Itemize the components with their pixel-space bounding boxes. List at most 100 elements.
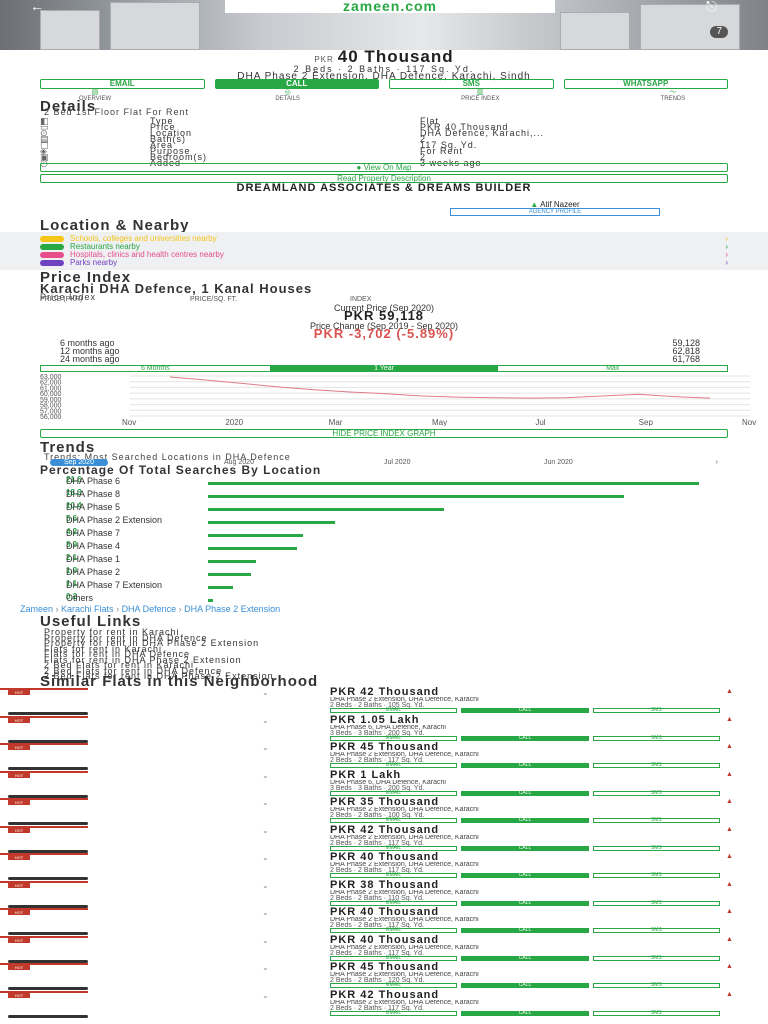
listing-thumbnail[interactable] [8,1014,88,1018]
card-call-button[interactable]: CALL [461,845,589,851]
favorite-icon[interactable]: ▲ [726,880,733,888]
listing-thumbnail[interactable] [8,822,88,825]
breadcrumb-link[interactable]: Karachi Flats [61,604,114,614]
card-call-button[interactable]: CALL [461,790,589,796]
similar-card[interactable]: HOT ⌄ PKR 40 Thousand DHA Phase 2 Extension… [0,934,768,963]
listing-thumbnail[interactable] [8,877,88,880]
card-email-button[interactable]: EMAIL [330,735,458,741]
card-call-button[interactable]: CALL [461,818,589,823]
listing-thumbnail[interactable] [8,794,88,798]
card-sms-button[interactable]: SMS [592,955,720,961]
card-email-button[interactable]: EMAIL [330,900,458,906]
nearby-item[interactable]: Hospitals, clinics and health centres ne… [40,251,728,259]
card-sms-button[interactable]: SMS [592,818,720,823]
favorite-icon[interactable]: ▲ [726,715,733,723]
back-arrow-icon[interactable]: ← [30,0,44,14]
listing-thumbnail[interactable] [8,767,88,770]
useful-link[interactable]: 2 Bed Flats for rent in Karachi [44,660,195,670]
similar-card[interactable]: HOT ⌄ PKR 45 Thousand DHA Phase 2 Extension… [0,742,768,770]
useful-link[interactable]: 2 Bed Flats for rent in DHA Defence [44,665,223,676]
listing-thumbnail[interactable] [8,849,88,853]
similar-card[interactable]: HOT ⌄ PKR 1.05 Lakh DHA Phase 6, DHA Defenc… [0,714,768,743]
month-chip[interactable]: Jun 2020 [544,459,573,466]
listing-thumbnail[interactable] [8,739,88,743]
card-call-button[interactable]: CALL [461,955,589,961]
nearby-item[interactable]: Schools, colleges and universities nearb… [40,235,728,243]
similar-card[interactable]: HOT ⌄ PKR 42 Thousand DHA Phase 2 Extension… [0,824,768,853]
tab-trends[interactable]: 〜 TRENDS [618,89,728,102]
useful-link[interactable]: Flats for rent in DHA Phase 2 Extension [44,654,242,665]
call-button[interactable]: CALL [214,79,379,89]
card-email-button[interactable]: EMAIL [330,873,458,878]
listing-thumbnail[interactable] [8,932,88,935]
card-sms-button[interactable]: SMS [592,900,720,906]
card-email-button[interactable]: EMAIL [330,790,458,796]
agency-profile-button[interactable]: AGENCY PROFILE [450,208,660,216]
whatsapp-button[interactable]: WHATSAPP [563,79,728,89]
useful-link[interactable]: Flats for rent in DHA Defence [44,649,191,659]
card-sms-button[interactable]: SMS [592,735,720,741]
card-email-button[interactable]: EMAIL [330,928,458,933]
favorite-icon[interactable]: ▲ [726,770,733,778]
similar-card[interactable]: HOT ⌄ PKR 42 Thousand DHA Phase 2 Extension… [0,687,768,715]
email-button[interactable]: EMAIL [40,79,205,89]
card-sms-button[interactable]: SMS [592,1010,720,1016]
card-sms-button[interactable]: SMS [592,983,720,988]
similar-card[interactable]: HOT ⌄ PKR 1 Lakh DHA Phase 6, DHA Defence, … [0,769,768,798]
favorite-icon[interactable]: ▲ [726,825,733,833]
month-chip[interactable]: Jul 2020 [384,459,411,466]
card-sms-button[interactable]: SMS [592,928,720,933]
tab-overview[interactable]: ▤ OVERVIEW [40,89,150,102]
nearby-item[interactable]: Restaurants nearby › [40,243,728,251]
favorite-icon[interactable]: ▲ [726,935,733,943]
similar-card[interactable]: HOT ⌄ PKR 40 Thousand DHA Phase 2 Extension… [0,852,768,880]
card-email-button[interactable]: EMAIL [330,845,458,851]
card-sms-button[interactable]: SMS [592,763,720,768]
useful-link[interactable]: Property for rent in DHA Defence [44,632,208,643]
similar-card[interactable]: HOT ⌄ PKR 45 Thousand DHA Phase 2 Extension… [0,962,768,990]
hero-photo[interactable]: ← zameen.com ⎋ 7 [0,0,768,50]
similar-card[interactable]: HOT ⌄ PKR 42 Thousand DHA Phase 2 Extension… [0,989,768,1018]
favorite-icon[interactable]: ▲ [726,743,733,750]
useful-link[interactable]: Property for rent in DHA Phase 2 Extensi… [44,638,260,648]
range-max[interactable]: Max [606,365,620,372]
month-chip[interactable]: Aug 2020 [224,459,254,466]
card-email-button[interactable]: EMAIL [330,708,458,713]
useful-link[interactable]: 2 Bed Flats for rent in DHA Phase 2 Exte… [44,671,274,681]
card-sms-button[interactable]: SMS [592,873,720,878]
breadcrumb-link[interactable]: DHA Phase 2 Extension [184,604,281,614]
card-call-button[interactable]: CALL [461,708,589,713]
view-on-map-button[interactable]: ● View On Map [40,163,728,172]
card-sms-button[interactable]: SMS [592,845,720,851]
card-call-button[interactable]: CALL [461,900,589,906]
month-chip[interactable]: Sep 2020 [50,459,108,466]
hide-graph-button[interactable]: HIDE PRICE INDEX GRAPH [40,429,728,438]
nearby-item[interactable]: Parks nearby › [40,259,728,267]
tab-details[interactable]: ◎ DETAILS [233,89,343,102]
favorite-icon[interactable]: ▲ [726,990,733,998]
card-call-button[interactable]: CALL [461,735,589,741]
range-6-months[interactable]: 6 Months [140,365,170,372]
favorite-icon[interactable]: ▲ [726,798,733,805]
favorite-icon[interactable]: ▲ [726,688,733,695]
card-email-button[interactable]: EMAIL [330,955,458,961]
card-email-button[interactable]: EMAIL [330,983,458,988]
breadcrumb-link[interactable]: Zameen [20,604,54,614]
favorite-icon[interactable]: ▲ [726,908,733,915]
card-call-button[interactable]: CALL [461,763,589,768]
card-email-button[interactable]: EMAIL [330,1010,458,1016]
favorite-icon[interactable]: ▲ [726,963,733,970]
card-call-button[interactable]: CALL [461,1010,589,1016]
card-sms-button[interactable]: SMS [592,708,720,713]
sms-button[interactable]: SMS [389,79,554,89]
similar-card[interactable]: HOT ⌄ PKR 38 Thousand DHA Phase 2 Extension… [0,879,768,908]
card-call-button[interactable]: CALL [461,983,589,988]
listing-thumbnail[interactable] [8,987,88,990]
photo-count-badge[interactable]: 7 [710,26,728,38]
card-email-button[interactable]: EMAIL [330,763,458,768]
listing-thumbnail[interactable] [8,959,88,963]
share-icon[interactable]: ⎋ [706,0,718,14]
breadcrumb-link[interactable]: DHA Defence [121,604,177,614]
listing-thumbnail[interactable] [8,904,88,908]
card-call-button[interactable]: CALL [461,928,589,933]
